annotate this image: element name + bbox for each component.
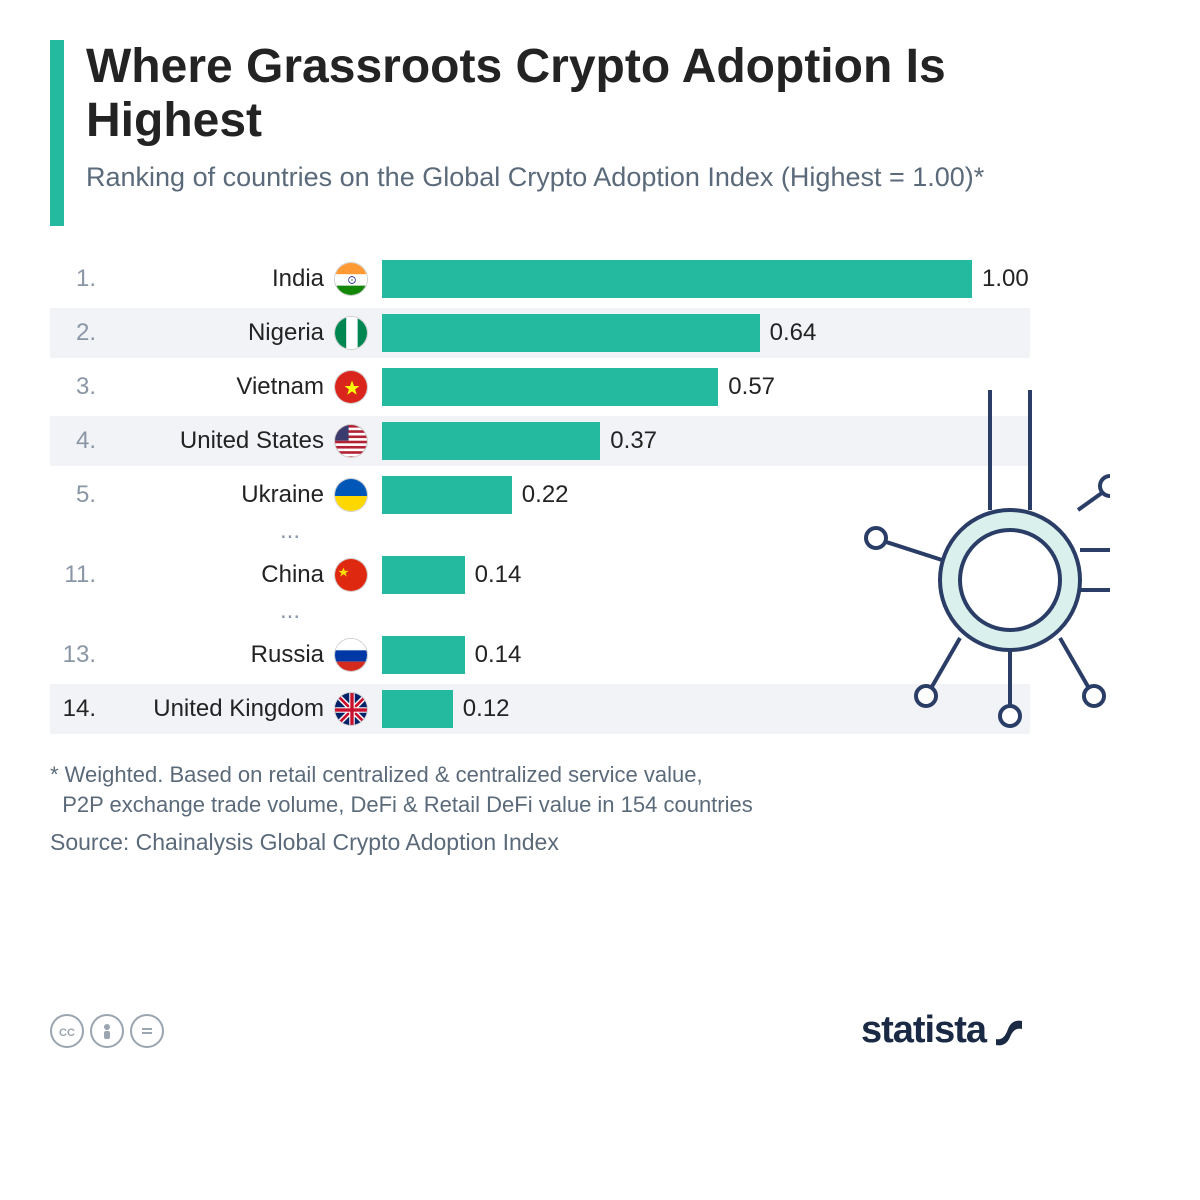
rank-number: 1. xyxy=(50,265,104,293)
chart-row: 4.United States 0.37 xyxy=(50,416,1030,466)
bar-value: 0.12 xyxy=(463,695,510,723)
country-name: China xyxy=(104,561,334,589)
bar-area: 0.64 xyxy=(382,314,1030,352)
flag-icon xyxy=(334,370,368,404)
cc-icon: CC xyxy=(50,1014,84,1048)
country-name: Ukraine xyxy=(104,481,334,509)
bar xyxy=(382,314,760,352)
brand-text: statista xyxy=(861,1009,986,1052)
flag-icon xyxy=(334,558,368,592)
header: Where Grassroots Crypto Adoption Is High… xyxy=(50,40,1030,226)
footnote-line-1: * Weighted. Based on retail centralized … xyxy=(50,760,1030,790)
infographic-container: Where Grassroots Crypto Adoption Is High… xyxy=(0,0,1080,1080)
footnote-line-2: P2P exchange trade volume, DeFi & Retail… xyxy=(50,790,1030,820)
bar-value: 0.22 xyxy=(522,481,569,509)
bar-area: 0.12 xyxy=(382,690,1030,728)
rank-number: 14. xyxy=(50,695,104,723)
bar-area: 0.22 xyxy=(382,476,1030,514)
svg-text:CC: CC xyxy=(59,1027,75,1039)
rank-number: 13. xyxy=(50,641,104,669)
chart-row: 3.Vietnam 0.57 xyxy=(50,362,1030,412)
bar xyxy=(382,368,718,406)
country-name: Nigeria xyxy=(104,319,334,347)
chart-row: 2.Nigeria 0.64 xyxy=(50,308,1030,358)
country-name: United Kingdom xyxy=(104,695,334,723)
bar-value: 1.00 xyxy=(982,265,1029,293)
statista-logo: statista xyxy=(861,1009,1030,1052)
nd-icon xyxy=(130,1014,164,1048)
chart-row: 14.United Kingdom 0.12 xyxy=(50,684,1030,734)
footer: CC statista xyxy=(50,1009,1030,1052)
bar-value: 0.14 xyxy=(475,561,522,589)
bar-value: 0.14 xyxy=(475,641,522,669)
bar-value: 0.64 xyxy=(770,319,817,347)
by-icon xyxy=(90,1014,124,1048)
rank-number: 5. xyxy=(50,481,104,509)
bar xyxy=(382,422,600,460)
bar xyxy=(382,260,972,298)
bar xyxy=(382,556,465,594)
flag-icon xyxy=(334,316,368,350)
country-name: Russia xyxy=(104,641,334,669)
chart-row: 5.Ukraine 0.22 xyxy=(50,470,1030,520)
rank-number: 2. xyxy=(50,319,104,347)
cc-license-icons: CC xyxy=(50,1014,164,1048)
country-name: Vietnam xyxy=(104,373,334,401)
accent-bar xyxy=(50,40,64,226)
bar-area: 0.14 xyxy=(382,636,1030,674)
chart-row: 1.India 1.00 xyxy=(50,254,1030,304)
rank-number: 11. xyxy=(50,561,104,589)
flag-icon xyxy=(334,478,368,512)
rank-number: 4. xyxy=(50,427,104,455)
bar-chart: 1.India1.002.Nigeria0.643.Vietnam0.574.U… xyxy=(50,254,1030,734)
ellipsis-row: ... xyxy=(50,524,1030,550)
bar-value: 0.37 xyxy=(610,427,657,455)
country-name: India xyxy=(104,265,334,293)
chart-row: 11.China 0.14 xyxy=(50,550,1030,600)
bar-area: 0.14 xyxy=(382,556,1030,594)
source-line: Source: Chainalysis Global Crypto Adopti… xyxy=(50,829,1030,856)
bar xyxy=(382,690,453,728)
bar-area: 1.00 xyxy=(382,260,1030,298)
bar xyxy=(382,476,512,514)
country-name: United States xyxy=(104,427,334,455)
bar xyxy=(382,636,465,674)
flag-icon xyxy=(334,262,368,296)
flag-icon xyxy=(334,692,368,726)
title: Where Grassroots Crypto Adoption Is High… xyxy=(86,40,1030,148)
flag-icon xyxy=(334,638,368,672)
flag-icon xyxy=(334,424,368,458)
bar-area: 0.37 xyxy=(382,422,1030,460)
ellipsis-row: ... xyxy=(50,604,1030,630)
chart-row: 13.Russia 0.14 xyxy=(50,630,1030,680)
header-text: Where Grassroots Crypto Adoption Is High… xyxy=(86,40,1030,195)
bar-value: 0.57 xyxy=(728,373,775,401)
footnote: * Weighted. Based on retail centralized … xyxy=(50,760,1030,819)
subtitle: Ranking of countries on the Global Crypt… xyxy=(86,160,1030,195)
rank-number: 3. xyxy=(50,373,104,401)
bar-area: 0.57 xyxy=(382,368,1030,406)
